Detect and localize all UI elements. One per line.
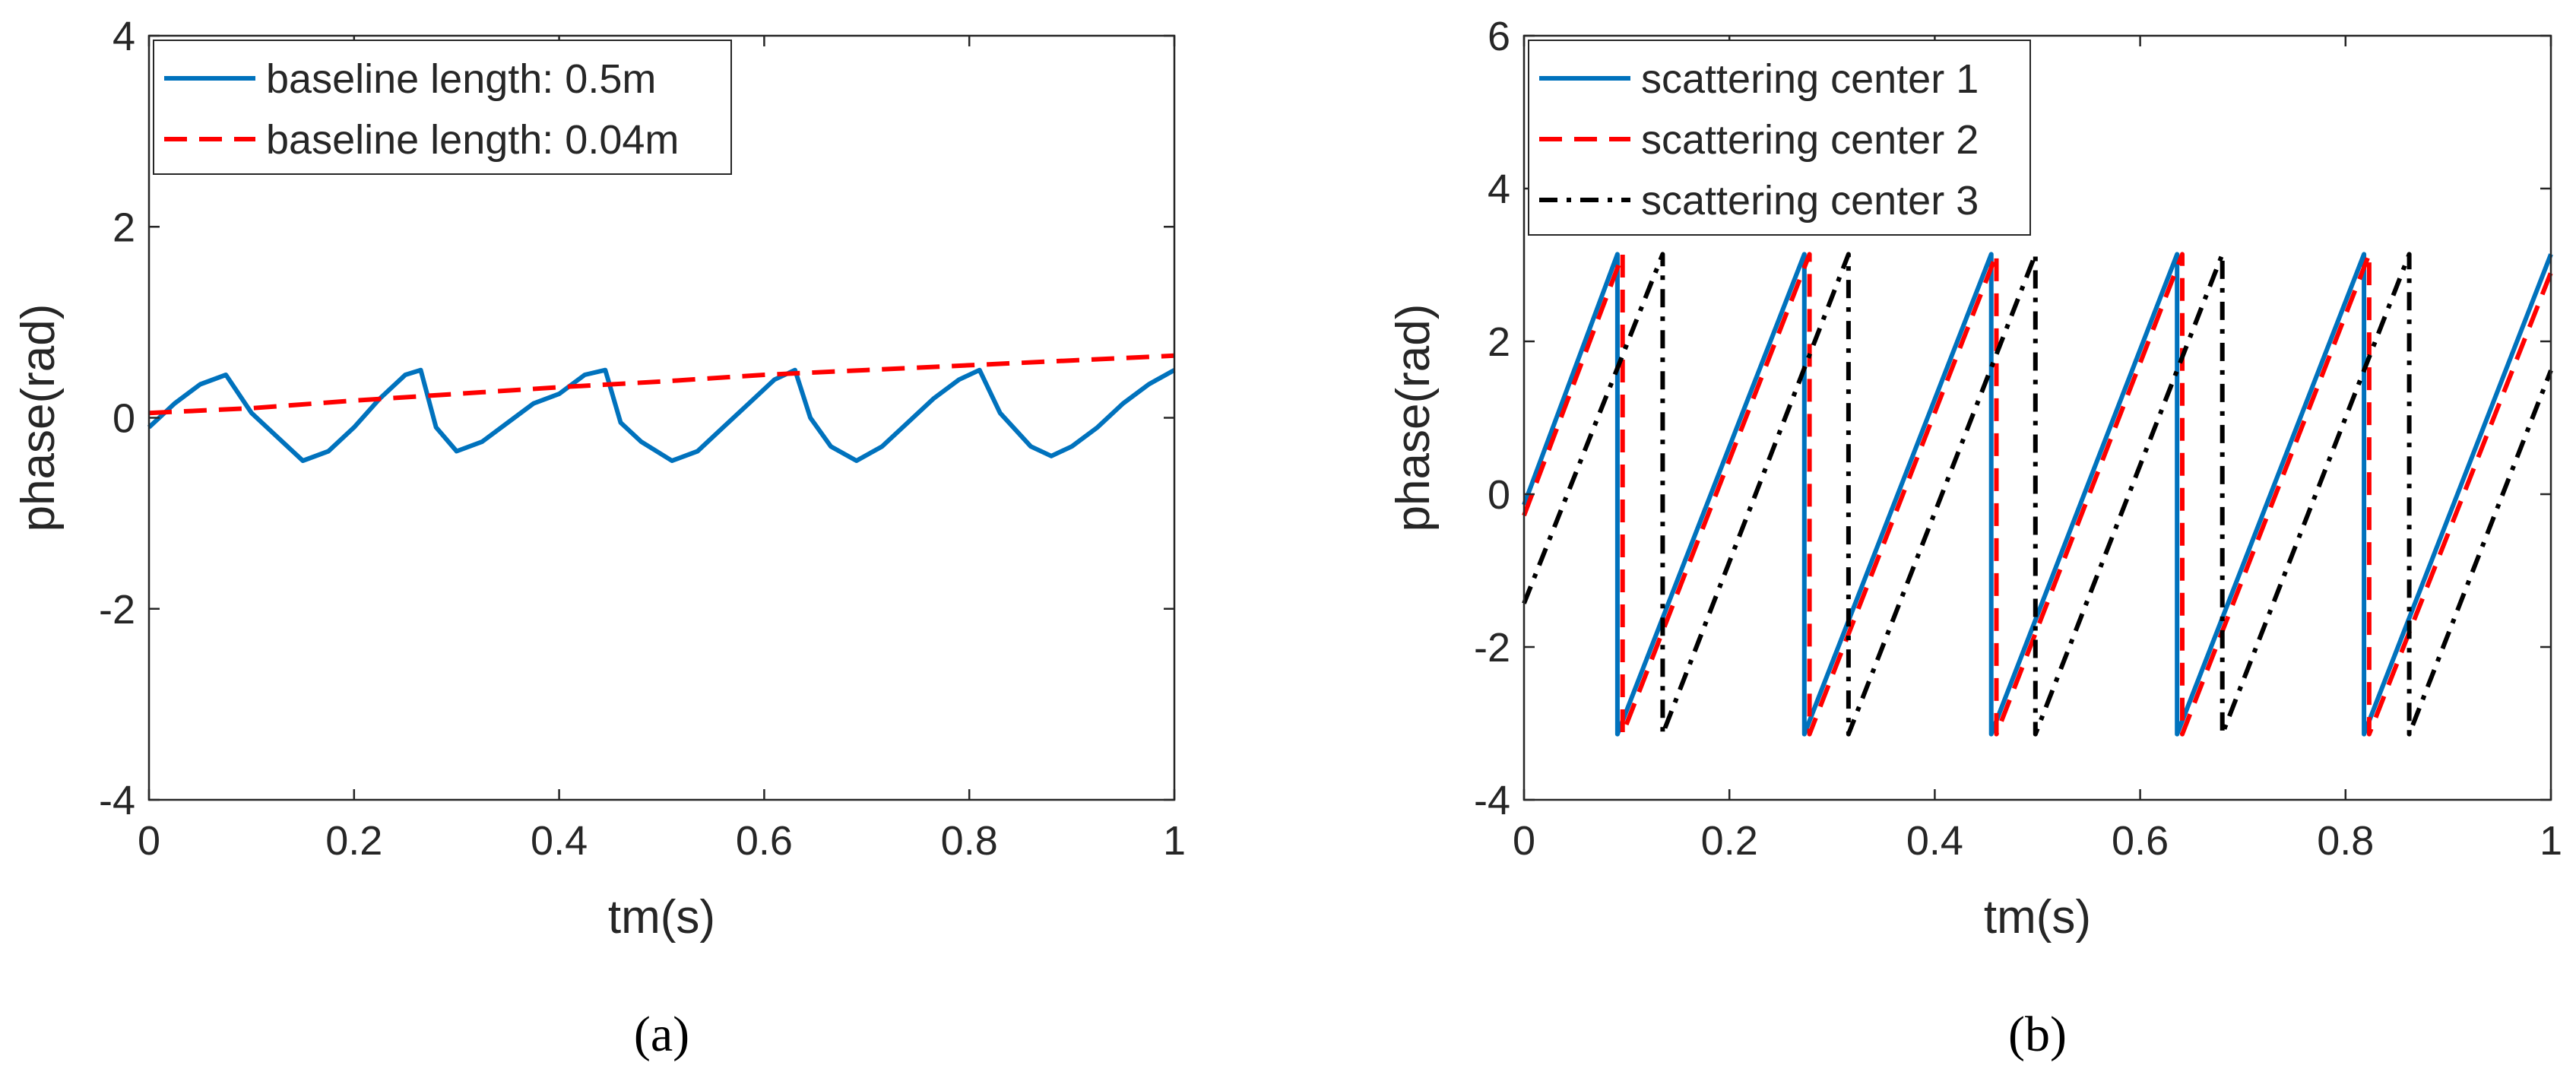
series-line-2 <box>1522 252 2553 737</box>
y-tick-label: 4 <box>112 14 135 59</box>
y-axis-label: phase(rad) <box>12 304 65 532</box>
y-tick-label: 2 <box>112 205 135 250</box>
chart-b: 0 0.2 0.4 0.6 0.8 1 -4 -2 0 2 4 6 tm(s) phase(rad) (b)… <box>1387 14 2562 1062</box>
x-tick-label: 0.4 <box>1906 818 1963 864</box>
x-tick-label: 0.6 <box>736 818 793 864</box>
chart-a: 0 0.2 0.4 0.6 0.8 1 -4 -2 0 2 4 tm(s) phase(rad) (a) b… <box>12 14 1186 1062</box>
legend-label: baseline length: 0.04m <box>266 117 679 163</box>
x-tick-label: 0.6 <box>2112 818 2169 864</box>
x-tick-label: 0.8 <box>941 818 998 864</box>
y-tick-label: -4 <box>1474 778 1510 823</box>
x-tick-label: 1 <box>2540 818 2562 864</box>
y-tick-label: 4 <box>1488 167 1510 212</box>
series-line-2 <box>148 353 1175 416</box>
x-tick-label: 0.2 <box>1701 818 1758 864</box>
y-tick-label: 0 <box>112 396 135 442</box>
y-tick-label: 0 <box>1488 472 1510 518</box>
y-tick-label: -4 <box>99 778 135 823</box>
series-line-1 <box>1522 252 2553 737</box>
legend-label: scattering center 2 <box>1641 117 1979 163</box>
x-tick-label: 0.2 <box>325 818 382 864</box>
y-tick-label: 6 <box>1488 14 1510 59</box>
legend-label: scattering center 3 <box>1641 178 1979 224</box>
y-tick-label: -2 <box>99 587 135 633</box>
x-axis-label: tm(s) <box>608 891 715 944</box>
y-tick-label: 2 <box>1488 319 1510 365</box>
x-tick-label: 0.4 <box>531 818 588 864</box>
legend-label: baseline length: 0.5m <box>266 56 656 102</box>
x-axis-label: tm(s) <box>1984 891 2091 944</box>
x-tick-label: 0.8 <box>2317 818 2374 864</box>
legend-box <box>153 40 732 175</box>
axes-box <box>1522 34 2552 801</box>
x-tick-label: 0 <box>1513 818 1535 864</box>
x-tick-label: 1 <box>1163 818 1186 864</box>
y-tick-label: -2 <box>1474 625 1510 671</box>
series-line-3 <box>1522 252 2553 737</box>
series-line-1 <box>147 367 1176 463</box>
legend: baseline length: 0.5m baseline length: 0.… <box>153 40 732 175</box>
panel-label: (b) <box>2008 1007 2067 1062</box>
y-axis-label: phase(rad) <box>1387 304 1440 532</box>
panel-label: (a) <box>634 1007 689 1062</box>
legend: scattering center 1 scattering center 2 sc… <box>1528 40 2031 236</box>
x-tick-label: 0 <box>138 818 160 864</box>
legend-label: scattering center 1 <box>1641 56 1979 102</box>
